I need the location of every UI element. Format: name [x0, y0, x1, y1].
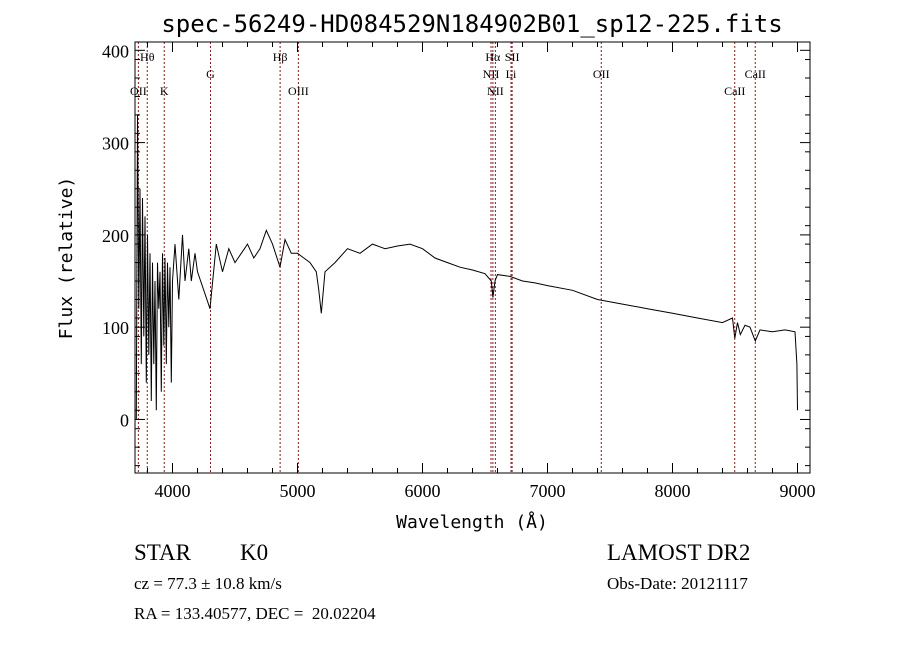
observation-date: Obs-Date: 20121117 [607, 574, 748, 593]
y-tick-label: 300 [102, 134, 129, 154]
coordinates: RA = 133.40577, DEC = 20.02204 [134, 604, 376, 623]
y-tick-label: 0 [120, 410, 129, 430]
x-tick-label: 6000 [405, 481, 441, 501]
x-tick-label: 5000 [280, 481, 316, 501]
x-tick-label: 4000 [155, 481, 191, 501]
spectral-line-label: NII [483, 67, 500, 81]
spectral-line-label: Hα [485, 50, 501, 64]
spectral-line-label: OIII [288, 84, 309, 98]
spectral-line-label: G [206, 67, 215, 81]
y-tick-label: 200 [102, 226, 129, 246]
y-tick-label: 100 [102, 318, 129, 338]
x-tick-label: 7000 [530, 481, 566, 501]
redshift-velocity: cz = 77.3 ± 10.8 km/s [134, 574, 282, 593]
spectral-line-label: K [160, 84, 169, 98]
spectral-line-label: Hθ [140, 50, 155, 64]
survey-name: LAMOST DR2 [607, 540, 751, 565]
x-tick-label: 8000 [655, 481, 691, 501]
x-tick-label: 9000 [780, 481, 816, 501]
plot-frame [134, 41, 811, 474]
spectral-line-label: Hβ [273, 50, 288, 64]
spectral-line-label: NII [487, 84, 504, 98]
spectral-line-label: CaII [745, 67, 766, 81]
y-tick-label: 400 [102, 41, 129, 61]
spectral-line-label: OII [593, 67, 610, 81]
y-axis-label: Flux (relative) [56, 177, 77, 340]
object-class: STAR [134, 540, 191, 565]
spectral-line-label: OII [130, 84, 147, 98]
spectral-line-label: SII [505, 50, 520, 64]
spectrum-line [135, 114, 798, 420]
spectral-line-label: Li [506, 67, 517, 81]
x-axis-label: Wavelength (Å) [396, 511, 548, 533]
spectral-line-label: CaII [724, 84, 745, 98]
chart-title: spec-56249-HD084529N184902B01_sp12-225.f… [161, 10, 782, 38]
object-subclass: K0 [240, 540, 269, 565]
